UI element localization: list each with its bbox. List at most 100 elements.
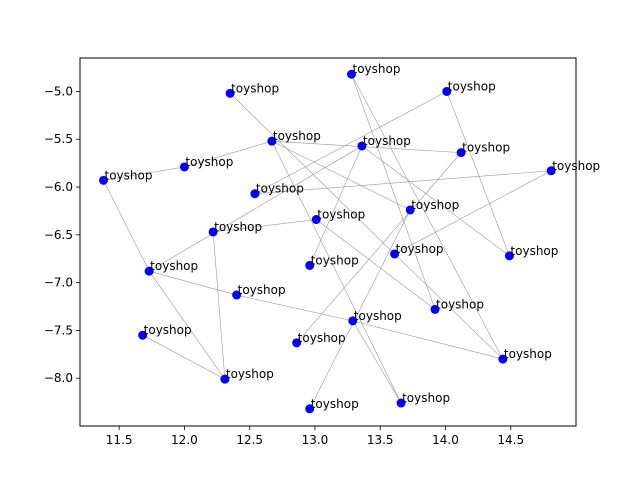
- data-point-11: [311, 215, 321, 225]
- point-label-19: toyshop: [354, 309, 402, 323]
- point-label-5: toyshop: [462, 141, 510, 155]
- edge-line-16: [213, 219, 317, 233]
- x-tick-label: 13.0: [302, 433, 329, 447]
- y-axis: −8.0 −7.5 −7.0 −6.5 −6.0 −5.5 −5.0: [44, 84, 80, 385]
- data-point-12: [208, 227, 218, 237]
- data-point-2: [442, 86, 452, 96]
- point-label-13: toyshop: [396, 242, 444, 256]
- plot-area-frame: [79, 57, 577, 427]
- x-tick-label: 14.0: [432, 433, 459, 447]
- data-point-5: [456, 148, 466, 158]
- point-label-9: toyshop: [256, 182, 304, 196]
- data-point-0: [346, 69, 356, 79]
- point-label-21: toyshop: [298, 331, 346, 345]
- x-axis: 11.5 12.0 12.5 13.0 13.5 14.0 14.5: [106, 426, 524, 447]
- edge-line-5: [271, 141, 402, 404]
- edge-line-22: [352, 320, 402, 404]
- edge-line-8: [351, 74, 504, 360]
- data-point-4: [357, 141, 367, 151]
- data-point-3: [267, 136, 277, 146]
- y-tick-label: −5.5: [44, 132, 73, 146]
- data-point-23: [220, 374, 230, 384]
- edge-line-26: [394, 253, 504, 360]
- edge-line-1: [103, 180, 150, 272]
- data-point-20: [138, 330, 148, 340]
- edge-line-4: [271, 140, 411, 211]
- data-point-15: [305, 260, 315, 270]
- edge-line-13: [309, 145, 363, 266]
- point-label-20: toyshop: [144, 323, 192, 337]
- data-point-24: [396, 398, 406, 408]
- y-tick-label: −7.5: [44, 323, 73, 337]
- edge-line-3: [271, 140, 462, 153]
- point-label-14: toyshop: [510, 244, 558, 258]
- point-label-25: toyshop: [311, 397, 359, 411]
- point-labels-layer: toyshop toyshop toyshop toyshop toyshop toysh…: [104, 62, 600, 411]
- edge-line-20: [149, 270, 237, 296]
- data-point-6: [98, 175, 108, 185]
- point-label-4: toyshop: [363, 134, 411, 148]
- edge-line-17: [316, 219, 436, 310]
- point-label-10: toyshop: [411, 198, 459, 212]
- point-label-0: toyshop: [352, 62, 400, 76]
- y-tick-label: −6.0: [44, 180, 73, 194]
- edge-line-0: [103, 166, 185, 181]
- edge-line-7: [394, 170, 552, 255]
- edge-line-14: [296, 152, 462, 344]
- point-label-15: toyshop: [311, 253, 359, 267]
- data-point-14: [504, 251, 514, 261]
- edge-line-24: [254, 170, 552, 195]
- point-label-11: toyshop: [317, 208, 365, 222]
- edge-line-9: [351, 74, 436, 310]
- y-tick-label: −7.0: [44, 276, 73, 290]
- point-label-6: toyshop: [104, 168, 152, 182]
- point-label-22: toyshop: [504, 347, 552, 361]
- data-point-1: [225, 88, 235, 98]
- x-tick-label: 13.5: [367, 433, 394, 447]
- point-label-16: toyshop: [150, 259, 198, 273]
- edges-layer: [103, 74, 552, 409]
- edge-line-15: [309, 209, 411, 409]
- data-point-22: [498, 354, 508, 364]
- point-label-1: toyshop: [231, 81, 279, 95]
- points-layer: [98, 69, 556, 414]
- data-point-9: [250, 189, 260, 199]
- data-point-18: [430, 304, 440, 314]
- point-label-12: toyshop: [214, 220, 262, 234]
- x-tick-label: 11.5: [106, 433, 133, 447]
- point-label-24: toyshop: [402, 391, 450, 405]
- x-tick-label: 14.5: [497, 433, 524, 447]
- point-label-7: toyshop: [185, 155, 233, 169]
- y-tick-label: −5.0: [44, 84, 73, 98]
- x-tick-label: 12.5: [236, 433, 263, 447]
- edge-line-18: [212, 231, 226, 380]
- edge-line-25: [149, 145, 363, 272]
- edge-line-11: [254, 91, 447, 194]
- data-point-7: [179, 162, 189, 172]
- edge-line-12: [361, 145, 510, 257]
- point-label-18: toyshop: [436, 297, 484, 311]
- data-point-16: [144, 266, 154, 276]
- edge-line-23: [142, 334, 226, 380]
- edge-line-2: [184, 140, 272, 168]
- data-point-19: [348, 316, 358, 326]
- data-point-10: [405, 205, 415, 215]
- y-tick-label: −8.0: [44, 371, 73, 385]
- point-label-3: toyshop: [273, 129, 321, 143]
- x-tick-label: 12.0: [171, 433, 198, 447]
- point-label-17: toyshop: [238, 283, 286, 297]
- edge-line-6: [229, 93, 395, 255]
- data-point-25: [305, 404, 315, 414]
- data-point-8: [546, 166, 556, 176]
- data-point-21: [292, 338, 302, 348]
- edge-line-19: [148, 270, 226, 380]
- edge-line-21: [236, 294, 353, 322]
- data-point-17: [232, 290, 242, 300]
- data-point-13: [390, 249, 400, 259]
- edge-line-27: [352, 320, 503, 360]
- point-label-23: toyshop: [226, 367, 274, 381]
- y-tick-label: −6.5: [44, 228, 73, 242]
- edge-line-10: [446, 91, 510, 256]
